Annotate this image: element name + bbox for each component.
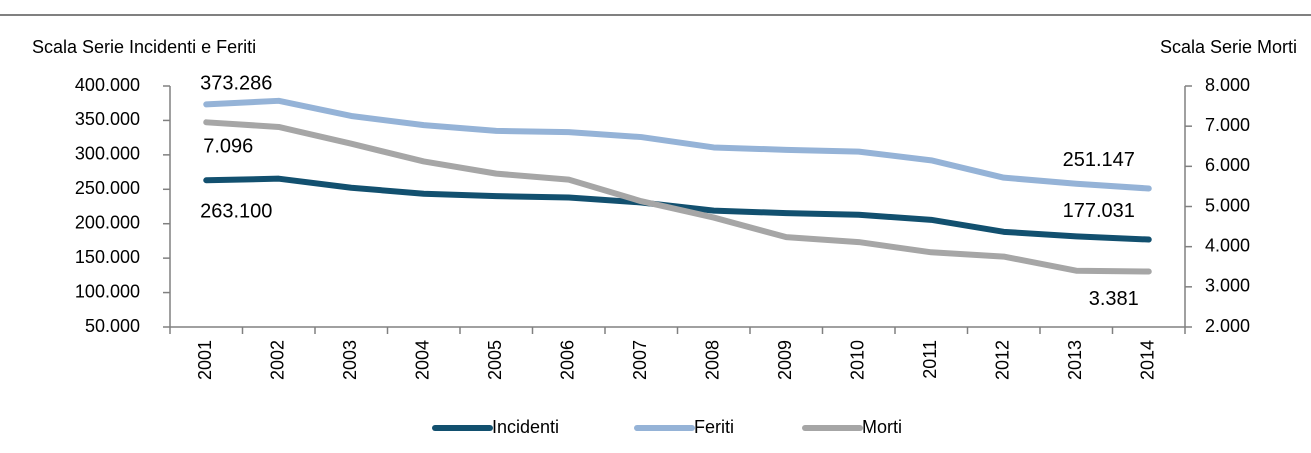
y2-tick-label: 6.000 bbox=[1205, 155, 1250, 175]
y2-tick-label: 2.000 bbox=[1205, 316, 1250, 336]
y2-tick-label: 7.000 bbox=[1205, 115, 1250, 135]
data-label: 7.096 bbox=[203, 136, 253, 158]
x-tick-label: 2003 bbox=[340, 340, 360, 380]
data-label: 251.147 bbox=[1063, 149, 1135, 171]
y-tick-label: 350.000 bbox=[75, 109, 140, 129]
series-line bbox=[203, 97, 1152, 192]
y-axis-title: Scala Serie Incidenti e Feriti bbox=[32, 37, 256, 57]
x-tick-label: 2009 bbox=[775, 340, 795, 380]
legend-label: Morti bbox=[862, 417, 902, 437]
x-tick-label: 2012 bbox=[993, 340, 1013, 380]
y-tick-label: 400.000 bbox=[75, 75, 140, 95]
x-tick-label: 2011 bbox=[920, 340, 940, 379]
y2-tick-label: 5.000 bbox=[1205, 195, 1250, 215]
y-tick-label: 300.000 bbox=[75, 144, 140, 164]
x-tick-label: 2010 bbox=[848, 340, 868, 380]
x-tick-label: 2001 bbox=[195, 340, 215, 380]
x-tick-label: 2002 bbox=[268, 340, 288, 380]
y-tick-label: 100.000 bbox=[75, 281, 140, 301]
y-tick-label: 250.000 bbox=[75, 178, 140, 198]
y2-axis-title: Scala Serie Morti bbox=[1160, 37, 1297, 57]
x-tick-label: 2005 bbox=[485, 340, 505, 380]
data-label: 3.381 bbox=[1089, 288, 1139, 310]
legend-label: Incidenti bbox=[492, 417, 559, 437]
x-tick-label: 2013 bbox=[1065, 340, 1085, 380]
x-tick-label: 2007 bbox=[630, 340, 650, 380]
y-tick-label: 200.000 bbox=[75, 212, 140, 232]
y-tick-label: 150.000 bbox=[75, 247, 140, 267]
y-tick-label: 50.000 bbox=[85, 316, 140, 336]
y2-tick-label: 8.000 bbox=[1205, 75, 1250, 95]
data-label: 263.100 bbox=[200, 201, 272, 223]
x-tick-label: 2008 bbox=[703, 340, 723, 380]
y2-tick-label: 4.000 bbox=[1205, 235, 1250, 255]
data-label: 373.286 bbox=[200, 73, 272, 95]
legend-label: Feriti bbox=[694, 417, 734, 437]
data-label: 177.031 bbox=[1063, 200, 1135, 222]
x-tick-label: 2006 bbox=[558, 340, 578, 380]
x-tick-label: 2014 bbox=[1138, 340, 1158, 380]
y2-tick-label: 3.000 bbox=[1205, 276, 1250, 296]
series-line bbox=[203, 119, 1152, 275]
x-tick-label: 2004 bbox=[413, 340, 433, 380]
